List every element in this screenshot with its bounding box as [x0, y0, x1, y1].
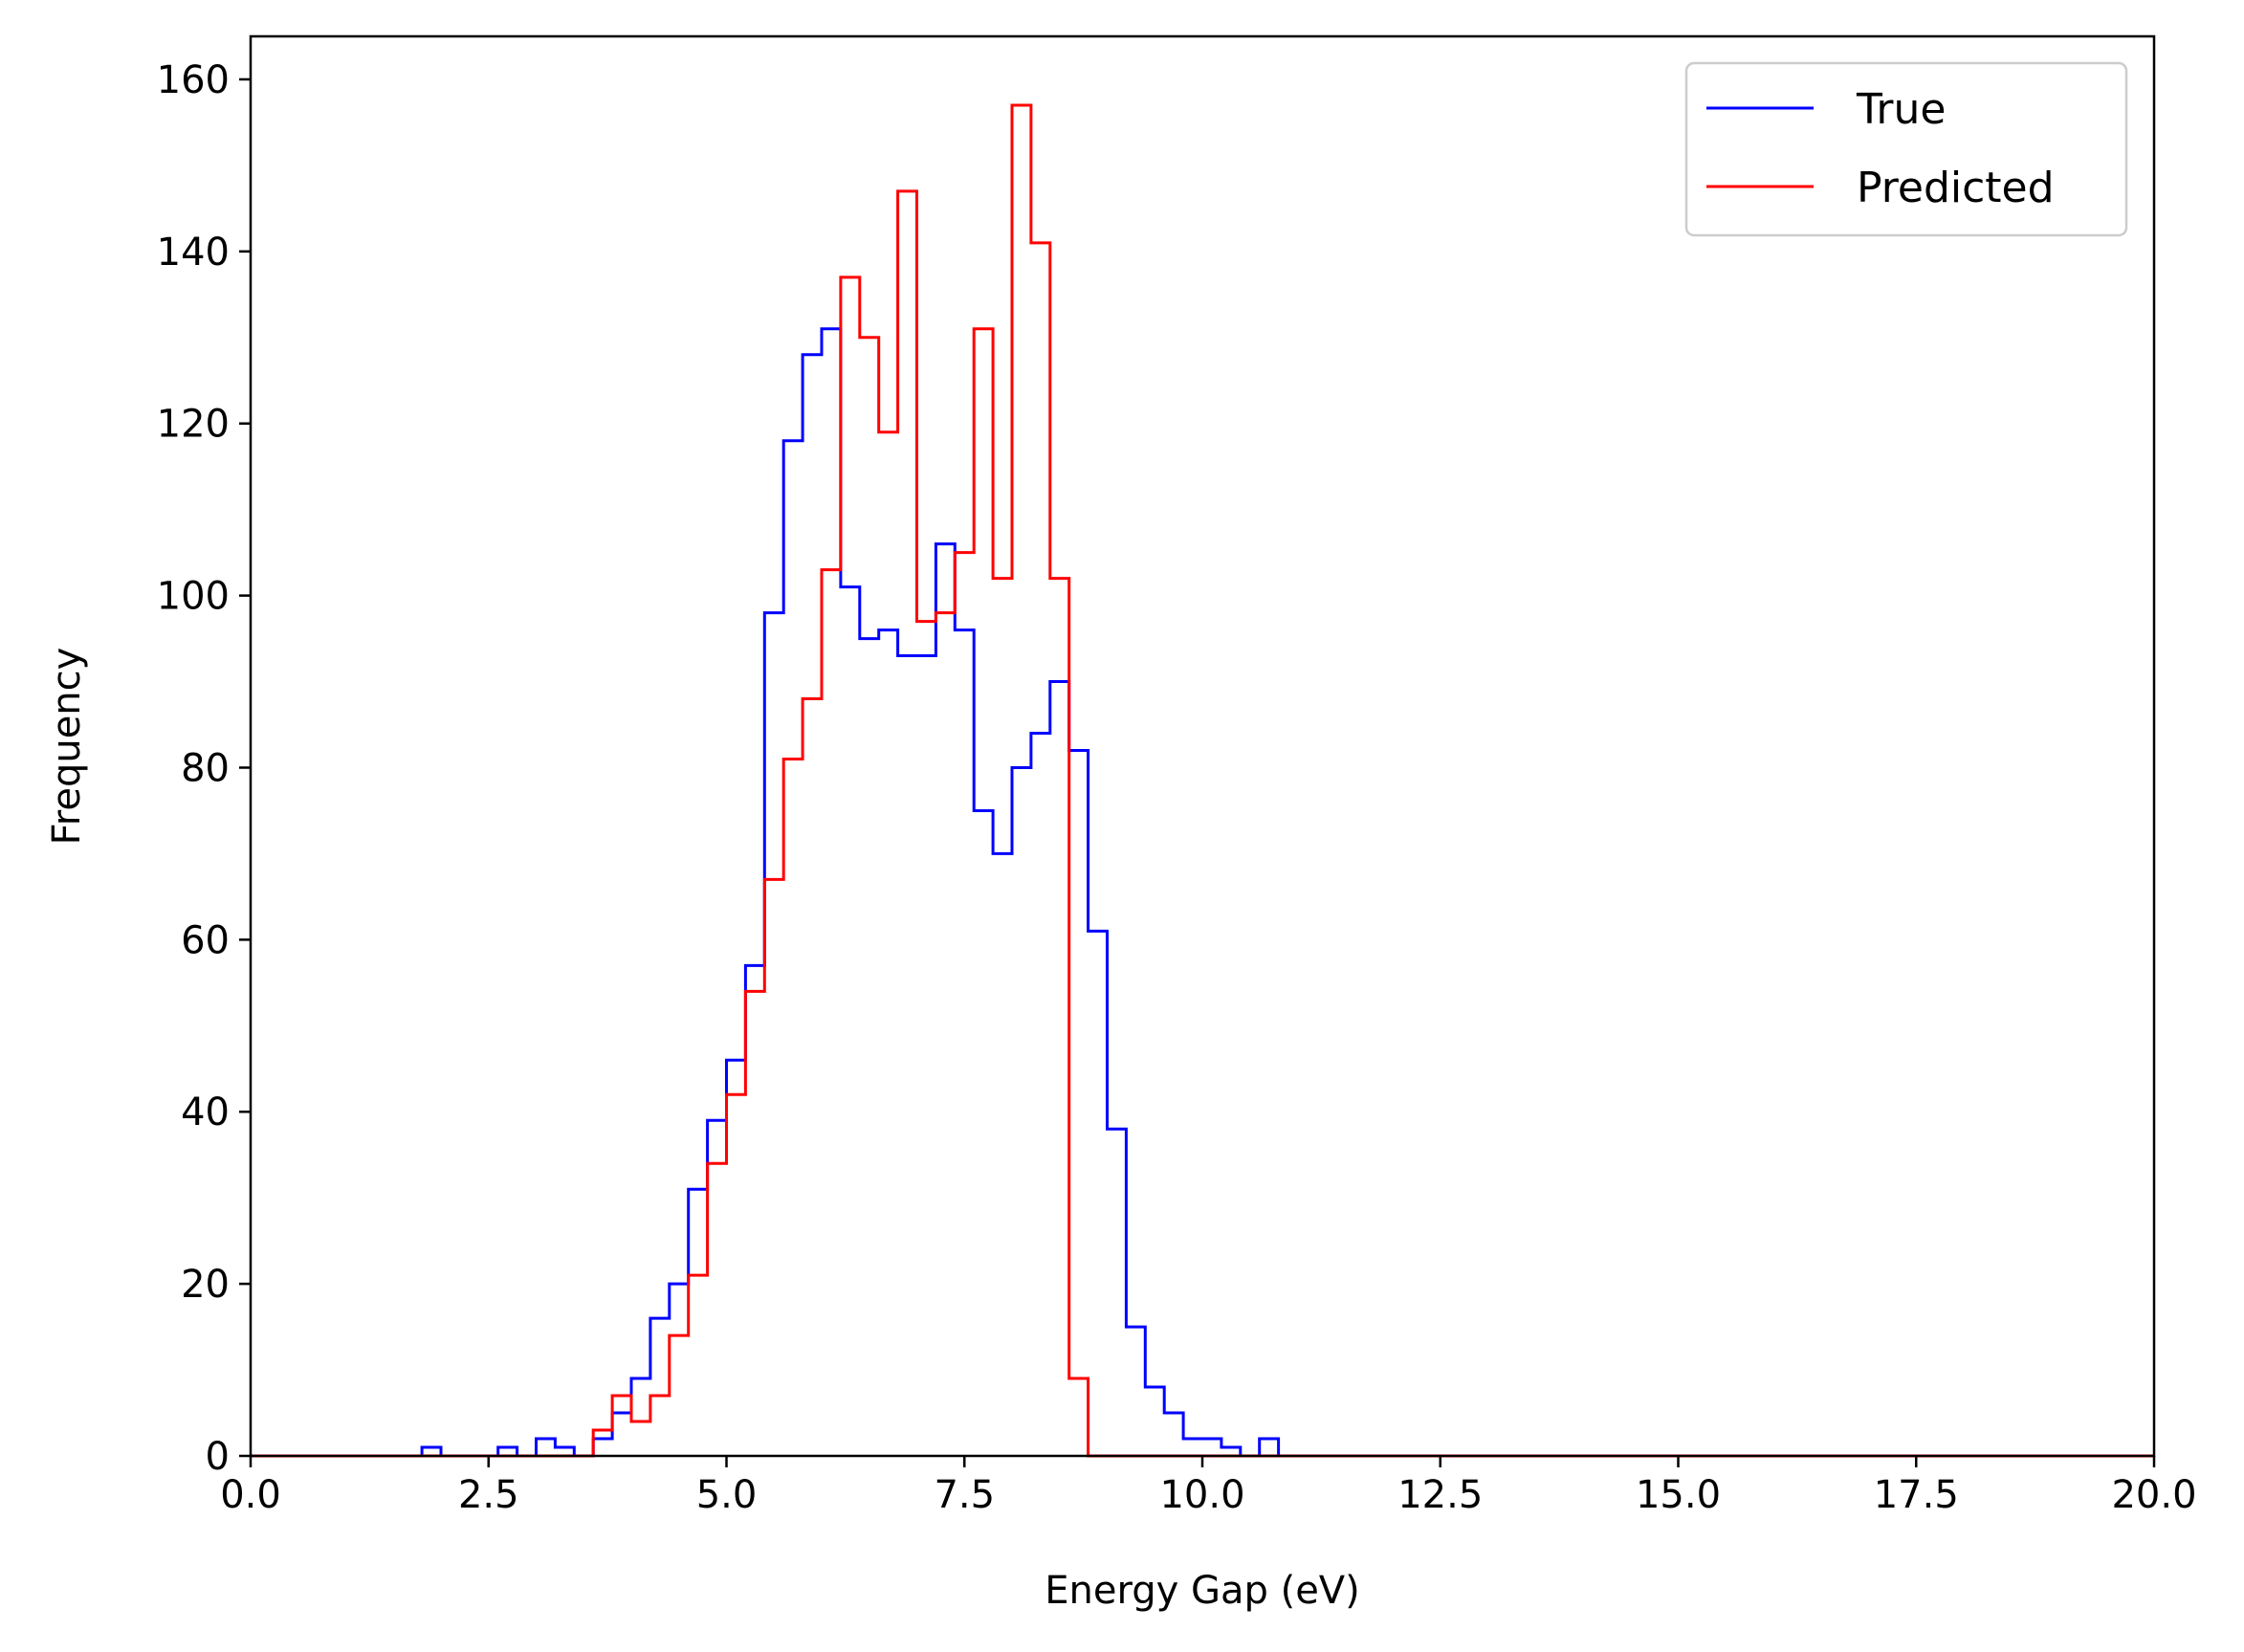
y-tick-label: 100: [157, 575, 230, 619]
y-tick-label: 0: [206, 1435, 230, 1479]
legend-label-true: True: [1856, 85, 1946, 134]
x-tick-label: 10.0: [1159, 1473, 1244, 1517]
x-tick-label: 12.5: [1397, 1473, 1483, 1517]
x-tick-label: 20.0: [2111, 1473, 2196, 1517]
y-tick-label: 60: [181, 918, 230, 962]
y-tick-label: 140: [157, 231, 230, 275]
x-tick-label: 2.5: [458, 1473, 519, 1517]
x-tick-label: 7.5: [934, 1473, 995, 1517]
x-tick-label: 15.0: [1636, 1473, 1721, 1517]
y-tick-label: 80: [181, 746, 230, 790]
x-axis-title: Energy Gap (eV): [1045, 1569, 1360, 1613]
legend: True Predicted: [1684, 61, 2128, 237]
legend-box: [1684, 61, 2128, 237]
y-tick-label: 120: [157, 403, 230, 447]
x-tick-label: 0.0: [220, 1473, 281, 1517]
x-tick-label: 17.5: [1874, 1473, 1959, 1517]
x-tick-label: 5.0: [696, 1473, 758, 1517]
y-axis-title: Frequency: [45, 648, 89, 846]
y-tick-label: 40: [181, 1090, 230, 1134]
y-axis-ticks: 0 20 40 60 80 100 120 140 160: [157, 58, 251, 1479]
y-tick-label: 20: [181, 1263, 230, 1307]
legend-label-predicted: Predicted: [1857, 164, 2055, 212]
y-tick-label: 160: [157, 58, 230, 102]
x-axis-ticks: 0.0 2.5 5.0 7.5 10.0 12.5 15.0 17.5 20.0: [220, 1456, 2197, 1517]
